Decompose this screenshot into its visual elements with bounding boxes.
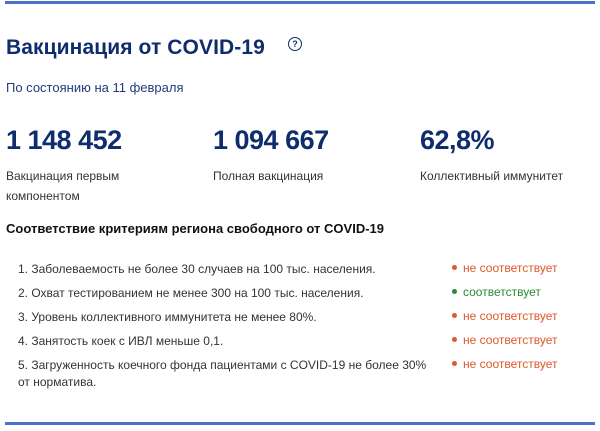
page-title: Вакцинация от COVID-19 [6, 36, 265, 59]
stat-label: Коллективный иммунитет [420, 169, 564, 183]
criteria-text: 4. Занятость коек с ИВЛ меньше 0,1. [18, 334, 224, 348]
status-dot-icon [452, 313, 457, 319]
stat-herd-immunity: 62,8% Коллективный иммунитет [420, 124, 600, 186]
criteria-text: 5. Загруженность коечного фонда пациента… [18, 358, 427, 389]
status-badge: не соответствует [452, 309, 557, 323]
stat-value: 1 094 667 [213, 125, 329, 155]
status-badge: соответствует [452, 285, 541, 299]
status-badge: не соответствует [452, 357, 557, 371]
status-dot-icon [452, 361, 457, 367]
status-dot-icon [452, 265, 457, 271]
stat-label: Полная вакцинация [213, 169, 324, 183]
status-badge: не соответствует [452, 261, 557, 275]
criteria-text: 2. Охват тестированием не менее 300 на 1… [18, 286, 364, 300]
criteria-heading: Соответствие критериям региона свободног… [6, 221, 384, 236]
status-dot-icon [452, 289, 457, 295]
stat-full-vaccination: 1 094 667 Полная вакцинация [213, 124, 403, 186]
status-badge: не соответствует [452, 333, 557, 347]
criteria-text: 3. Уровень коллективного иммунитета не м… [18, 310, 317, 324]
stat-value: 62,8% [420, 125, 495, 155]
stat-value: 1 148 452 [6, 125, 122, 155]
date-subtitle: По состоянию на 11 февраля [6, 80, 184, 95]
help-icon[interactable]: ? [288, 37, 302, 51]
status-dot-icon [452, 337, 457, 343]
bottom-divider [5, 422, 595, 425]
top-divider [5, 1, 595, 4]
criteria-text: 1. Заболеваемость не более 30 случаев на… [18, 262, 376, 276]
stat-first-component: 1 148 452 Вакцинация первым компонентом [6, 124, 196, 206]
stat-label: Вакцинация первым компонентом [6, 169, 120, 203]
